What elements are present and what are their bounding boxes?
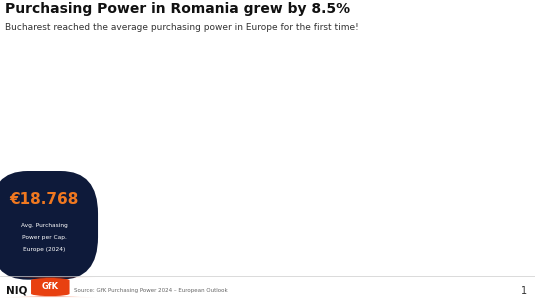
Text: €18.768: €18.768 — [10, 192, 79, 207]
FancyBboxPatch shape — [0, 171, 98, 280]
Text: Europe (2024): Europe (2024) — [23, 247, 65, 252]
Text: Power per Cap.: Power per Cap. — [22, 235, 66, 240]
FancyBboxPatch shape — [5, 277, 95, 297]
Text: Source: GfK Purchasing Power 2024 – European Outlook: Source: GfK Purchasing Power 2024 – Euro… — [74, 288, 227, 293]
Text: GfK: GfK — [42, 282, 59, 291]
Text: NIQ: NIQ — [6, 286, 28, 296]
Text: Avg. Purchasing: Avg. Purchasing — [21, 223, 67, 228]
Text: 1: 1 — [521, 286, 527, 296]
Text: Purchasing Power in Romania grew by 8.5%: Purchasing Power in Romania grew by 8.5% — [5, 2, 350, 16]
Text: Bucharest reached the average purchasing power in Europe for the first time!: Bucharest reached the average purchasing… — [5, 23, 359, 32]
